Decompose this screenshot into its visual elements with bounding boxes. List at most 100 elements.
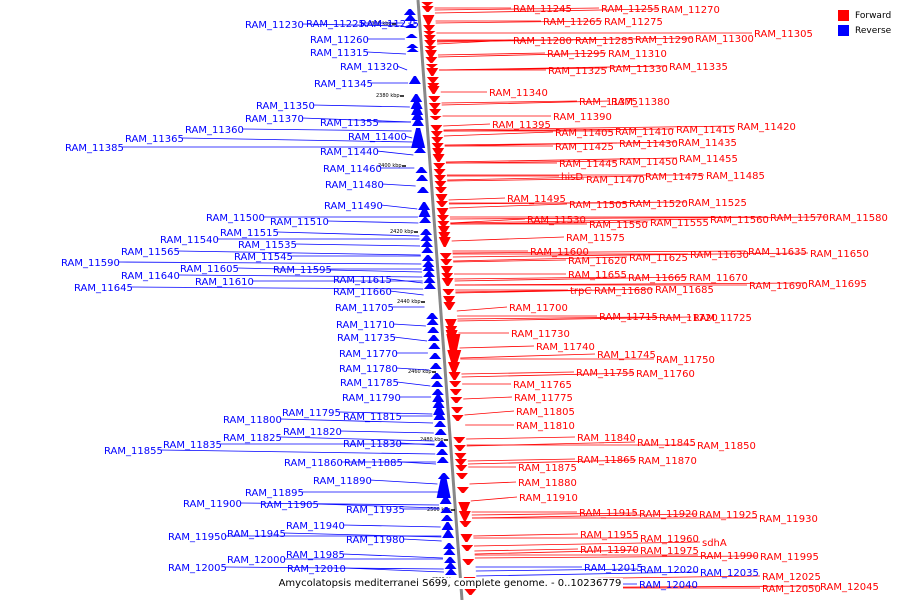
reverse-gene-label: RAM_11370 (245, 114, 304, 125)
forward-gene-label: RAM_11525 (688, 198, 747, 209)
reverse-gene-label: RAM_11780 (339, 364, 398, 375)
forward-gene-label: RAM_11955 (580, 530, 639, 541)
reverse-gene-glyph (428, 343, 441, 349)
forward-gene-label: RAM_11775 (514, 393, 573, 404)
forward-gene-glyph (434, 187, 447, 193)
forward-leader-line (450, 221, 649, 225)
reverse-gene-glyph (422, 261, 435, 267)
reverse-gene-label: RAM_12015 (584, 563, 643, 574)
forward-leader-line (453, 256, 628, 262)
reverse-leader-line (177, 250, 421, 256)
forward-gene-glyph (428, 96, 441, 102)
forward-gene-label: RAM_11765 (513, 380, 572, 391)
reverse-gene-label: RAM_11320 (340, 62, 399, 73)
forward-gene-label: RAM_11625 (629, 253, 688, 264)
forward-gene-label: RAM_11630 (690, 250, 749, 261)
reverse-gene-label: RAM_11710 (336, 320, 395, 331)
forward-gene-label: RAM_11570 (770, 213, 829, 224)
forward-gene-glyph (430, 131, 443, 137)
forward-gene-label: RAM_11425 (555, 142, 614, 153)
forward-gene-glyph (426, 68, 439, 76)
reverse-gene-label: RAM_11595 (273, 265, 332, 276)
reverse-gene-glyph (421, 255, 434, 261)
reverse-gene-label: RAM_11790 (342, 393, 401, 404)
forward-gene-label: sdhA (702, 538, 727, 549)
forward-gene-label: RAM_11380 (611, 97, 670, 108)
forward-gene-glyph (448, 372, 461, 380)
forward-gene-label: RAM_11280 (513, 36, 572, 47)
reverse-gene-label: RAM_11860 (284, 458, 343, 469)
reverse-leader-line (279, 436, 435, 442)
reverse-gene-glyph (436, 449, 449, 455)
forward-gene-glyph (434, 175, 447, 181)
forward-gene-label: RAM_11850 (697, 441, 756, 452)
forward-leader-line (438, 52, 546, 56)
forward-leader-line (464, 410, 515, 416)
forward-gene-label: RAM_11455 (679, 154, 738, 165)
forward-gene-label: RAM_11960 (640, 534, 699, 545)
reverse-gene-glyph (440, 515, 453, 521)
forward-gene-label: RAM_11665 (628, 273, 687, 284)
forward-gene-label: RAM_11495 (507, 194, 566, 205)
reverse-leader-line (392, 323, 426, 327)
forward-leader-line (460, 353, 596, 359)
forward-gene-glyph (431, 137, 444, 143)
legend-forward-label: Forward (855, 10, 892, 21)
reverse-leader-line (380, 204, 418, 210)
forward-leader-line (466, 436, 576, 440)
forward-gene-label: RAM_11720 (659, 313, 718, 324)
reverse-leader-line (160, 449, 436, 455)
reverse-gene-label: RAM_11235 (360, 19, 419, 30)
reverse-gene-label: RAM_11735 (337, 333, 396, 344)
forward-gene-glyph (443, 302, 456, 310)
forward-leader-line (474, 541, 701, 547)
reverse-gene-label: RAM_11940 (286, 521, 345, 532)
forward-gene-glyph (443, 296, 455, 304)
forward-gene-glyph (460, 534, 473, 542)
forward-gene-glyph (454, 453, 467, 459)
reverse-gene-label: RAM_11315 (310, 48, 369, 59)
legend-reverse: Reverse (838, 23, 898, 38)
forward-gene-glyph (451, 407, 464, 413)
forward-gene-label: RAM_11685 (655, 285, 714, 296)
reverse-gene-glyph (435, 441, 448, 447)
reverse-leader-line (279, 418, 434, 424)
reverse-leader-line (239, 502, 440, 506)
legend: Forward Reverse (838, 8, 898, 38)
forward-gene-label: RAM_11410 (615, 127, 674, 138)
reverse-gene-glyph (436, 474, 451, 498)
forward-gene-glyph (425, 57, 438, 63)
forward-gene-glyph (459, 521, 472, 527)
forward-leader-line (461, 372, 635, 378)
forward-leader-line (441, 100, 610, 106)
reverse-gene-label: RAM_11490 (324, 201, 383, 212)
reverse-gene-label: RAM_11365 (125, 134, 184, 145)
reverse-gene-label: RAM_11885 (344, 458, 403, 469)
forward-gene-glyph (462, 559, 475, 565)
forward-gene-label: RAM_11245 (513, 4, 572, 15)
reverse-gene-glyph (426, 319, 439, 325)
forward-gene-label: RAM_11325 (548, 66, 607, 77)
forward-leader-line (448, 197, 506, 201)
forward-gene-glyph (436, 208, 449, 216)
reverse-gene-label: RAM_11385 (65, 143, 124, 154)
forward-gene-glyph (428, 103, 441, 109)
forward-leader-line (450, 218, 709, 224)
forward-gene-glyph (440, 266, 453, 274)
forward-gene-label: RAM_11910 (519, 493, 578, 504)
forward-gene-label: RAM_11690 (749, 281, 808, 292)
forward-leader-line (447, 175, 644, 181)
forward-leader-line (457, 316, 692, 322)
forward-gene-label: RAM_11870 (638, 456, 697, 467)
gene-features (403, 2, 477, 595)
reverse-leader-line (312, 104, 410, 108)
forward-gene-glyph (440, 259, 453, 265)
forward-gene-label: RAM_11475 (645, 172, 704, 183)
reverse-gene-glyph (427, 335, 440, 341)
kbp-tick-label: 2400 kbp (378, 163, 402, 169)
forward-gene-glyph (455, 465, 468, 471)
reverse-gene-label: RAM_11350 (256, 101, 315, 112)
reverse-gene-glyph (408, 76, 421, 84)
forward-gene-glyph (424, 50, 437, 58)
